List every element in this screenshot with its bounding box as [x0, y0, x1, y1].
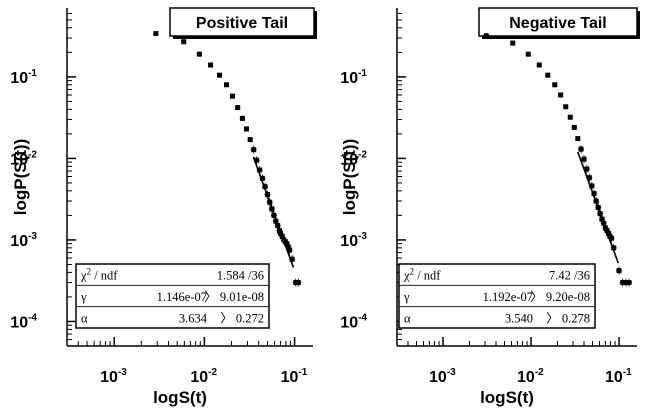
stat-error: 〉 0.272	[220, 311, 264, 325]
data-point	[153, 31, 159, 37]
data-point	[510, 40, 516, 46]
data-point	[483, 33, 489, 39]
data-point	[591, 191, 597, 197]
stat-label: α	[404, 311, 411, 325]
data-point	[251, 147, 257, 153]
data-point	[616, 268, 622, 274]
stat-value: 1.192e-07	[483, 290, 533, 304]
fit-line	[577, 151, 620, 264]
data-point	[567, 114, 573, 120]
data-point	[563, 104, 569, 110]
data-point	[239, 115, 245, 121]
data-point	[224, 82, 230, 88]
stat-label: γ	[403, 290, 410, 304]
stat-error: 〉 9.20e-08	[530, 290, 590, 304]
x-tick-label: 10-3	[429, 367, 456, 386]
data-point	[525, 51, 531, 57]
data-point	[259, 175, 265, 181]
data-point	[589, 183, 595, 189]
stat-label: χ2 / ndf	[80, 267, 118, 283]
stat-value: 3.540	[505, 311, 533, 325]
data-point	[558, 92, 564, 98]
x-tick-label: 10-1	[605, 367, 632, 386]
data-point	[611, 245, 617, 251]
data-point	[235, 105, 241, 111]
data-point	[208, 62, 214, 68]
fit-stats-box	[398, 263, 596, 329]
chart-title: Negative Tail	[509, 15, 607, 32]
data-point	[608, 235, 614, 241]
y-tick-label: 10-2	[10, 149, 37, 168]
chart-title: Positive Tail	[196, 15, 288, 32]
data-point	[216, 72, 222, 78]
data-point	[578, 146, 584, 152]
x-tick-label: 10-2	[190, 367, 217, 386]
title-box	[478, 7, 638, 37]
x-tick-label: 10-1	[281, 367, 308, 386]
data-point	[230, 93, 236, 99]
panel-positive-tail: 10-4 10-3 10-2 10-1 10-3 10-2 10-1 logS(t) logP(…	[10, 7, 317, 407]
data-point	[295, 280, 301, 286]
x-tick-label: 10-3	[100, 367, 127, 386]
y-tick-label: 10-1	[340, 68, 367, 87]
data-point	[586, 175, 592, 181]
data-point	[243, 126, 249, 132]
data-point	[247, 137, 253, 143]
data-point	[285, 244, 291, 250]
data-point	[552, 82, 558, 88]
stat-label: γ	[80, 290, 87, 304]
x-axis-title: logS(t)	[480, 388, 534, 407]
stat-label: χ2 / ndf	[403, 267, 441, 283]
data-point	[287, 247, 293, 253]
data-point	[584, 166, 590, 172]
stat-label: α	[81, 311, 88, 325]
fit-line	[252, 156, 295, 268]
y-tick-label: 10-4	[10, 312, 37, 331]
data-point	[284, 241, 290, 247]
y-tick-label: 10-3	[10, 231, 37, 250]
data-point	[196, 51, 202, 57]
fit-stats-box	[75, 263, 270, 329]
x-tick-label: 10-2	[517, 367, 544, 386]
data-point	[575, 136, 581, 142]
y-axis-title: logP(S(t))	[11, 139, 30, 215]
data-point	[623, 280, 629, 286]
data-point	[181, 39, 187, 45]
title-box	[169, 7, 315, 37]
data-point	[254, 157, 260, 163]
stat-error: 〉 9.01e-08	[204, 290, 264, 304]
x-axis-title: logS(t)	[153, 388, 207, 407]
stat-value: 3.634	[179, 311, 208, 325]
data-point	[581, 156, 587, 162]
data-point	[571, 124, 577, 130]
data-point	[289, 256, 295, 262]
stat-error: 〉 0.278	[546, 311, 590, 325]
y-tick-label: 10-3	[340, 231, 367, 250]
stat-value: 7.42 /36	[549, 269, 590, 283]
y-tick-label: 10-4	[340, 312, 367, 331]
data-point	[626, 280, 632, 286]
data-point	[536, 62, 542, 68]
y-axis-title: logP(S(t))	[340, 139, 359, 215]
y-tick-label: 10-2	[340, 149, 367, 168]
data-point	[257, 167, 263, 173]
data-point	[620, 280, 626, 286]
panel-negative-tail: 10-4 10-3 10-2 10-1 10-3 10-2 10-1 logS(t) logP(…	[340, 7, 640, 407]
stat-value: 1.584 /36	[217, 269, 264, 283]
y-tick-label: 10-1	[10, 68, 37, 87]
data-point	[545, 72, 551, 78]
stat-value: 1.146e-07	[157, 290, 207, 304]
data-point	[606, 230, 612, 236]
